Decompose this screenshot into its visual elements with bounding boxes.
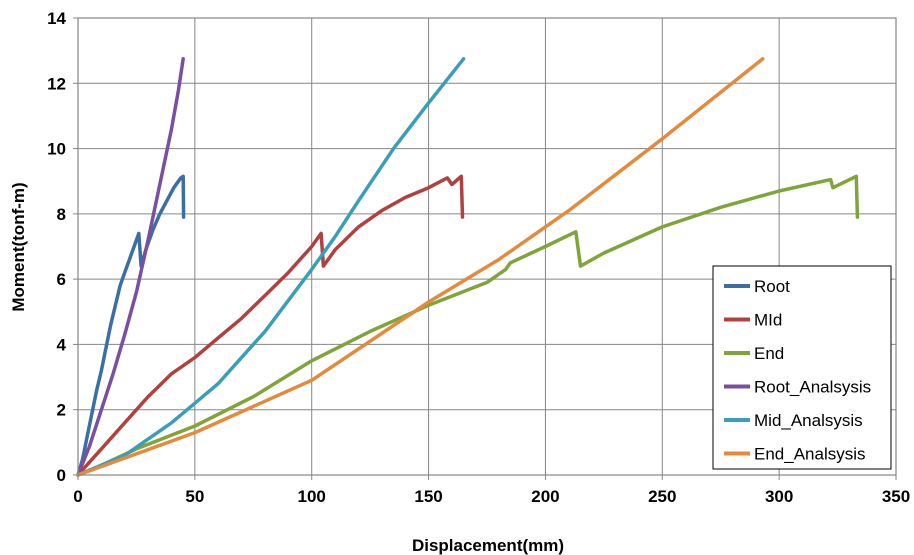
x-axis-ticks: 0 50 100 150 200 250 300 350 — [73, 475, 910, 506]
x-tick-label: 50 — [185, 487, 204, 506]
series-line-mid — [76, 174, 465, 477]
legend-label: MId — [754, 311, 782, 330]
legend-label: Root_Analsysis — [754, 378, 871, 397]
series-line-root-analsysis — [76, 57, 185, 477]
legend: Root MId End Root_Analsysis Mid_Analsysis End… — [712, 265, 892, 470]
y-tick-label: 4 — [57, 335, 67, 354]
y-axis-label: Moment(tonf-m) — [9, 182, 28, 311]
series-line-root — [76, 174, 186, 477]
legend-label: End_Analsysis — [754, 445, 866, 464]
x-axis-label: Displacement(mm) — [412, 536, 564, 555]
series-line-end-analsysis — [76, 57, 765, 477]
legend-box — [712, 265, 892, 470]
y-tick-label: 0 — [57, 466, 66, 485]
y-tick-label: 14 — [47, 9, 66, 28]
x-tick-label: 0 — [73, 487, 82, 506]
series-layer — [76, 57, 860, 477]
y-tick-label: 8 — [57, 205, 66, 224]
x-tick-label: 350 — [882, 487, 910, 506]
series-line-end — [76, 174, 860, 477]
legend-label: Root — [754, 277, 790, 296]
x-tick-label: 150 — [414, 487, 442, 506]
y-tick-label: 6 — [57, 270, 66, 289]
legend-label: End — [754, 344, 784, 363]
x-tick-label: 250 — [648, 487, 676, 506]
x-tick-label: 200 — [531, 487, 559, 506]
x-tick-label: 300 — [765, 487, 793, 506]
plot-border — [77, 17, 897, 476]
series-line-mid-analsysis — [76, 57, 466, 477]
y-tick-label: 2 — [57, 401, 66, 420]
y-tick-label: 12 — [47, 74, 66, 93]
legend-label: Mid_Analsysis — [754, 411, 863, 430]
y-axis-ticks: 0 2 4 6 8 10 12 14 — [47, 9, 78, 485]
y-tick-label: 10 — [47, 140, 66, 159]
x-tick-label: 100 — [298, 487, 326, 506]
